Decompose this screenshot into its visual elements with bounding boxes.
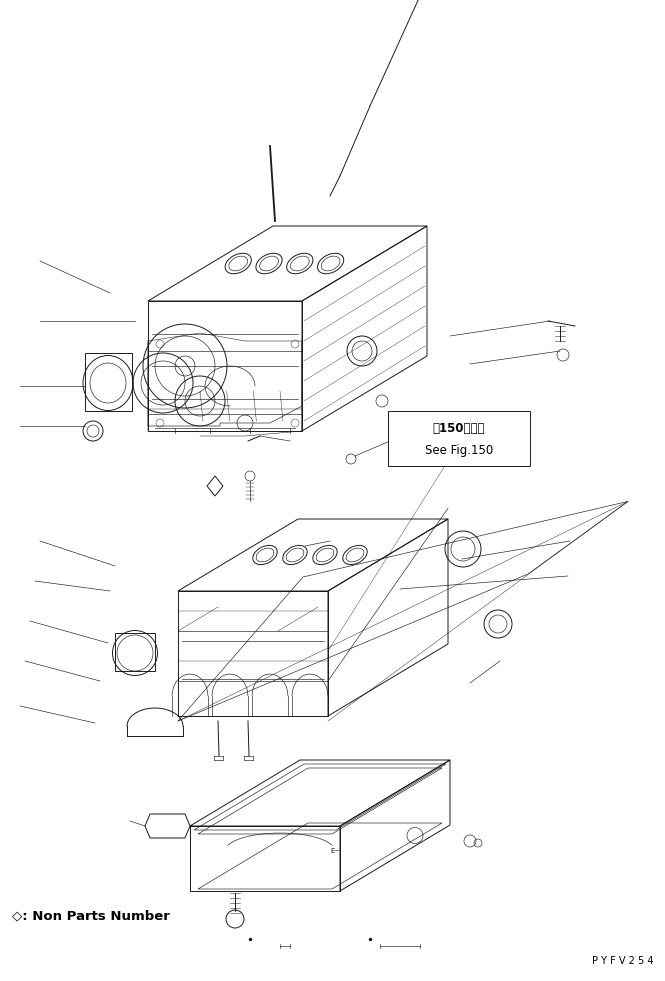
Bar <box>388 411 530 466</box>
Text: ◇: Non Parts Number: ◇: Non Parts Number <box>12 909 170 922</box>
Text: See Fig.150: See Fig.150 <box>425 444 493 457</box>
Text: E~: E~ <box>330 848 340 854</box>
Text: 第150図参照: 第150図参照 <box>433 422 485 436</box>
Text: P Y F V 2 5 4: P Y F V 2 5 4 <box>591 956 653 966</box>
